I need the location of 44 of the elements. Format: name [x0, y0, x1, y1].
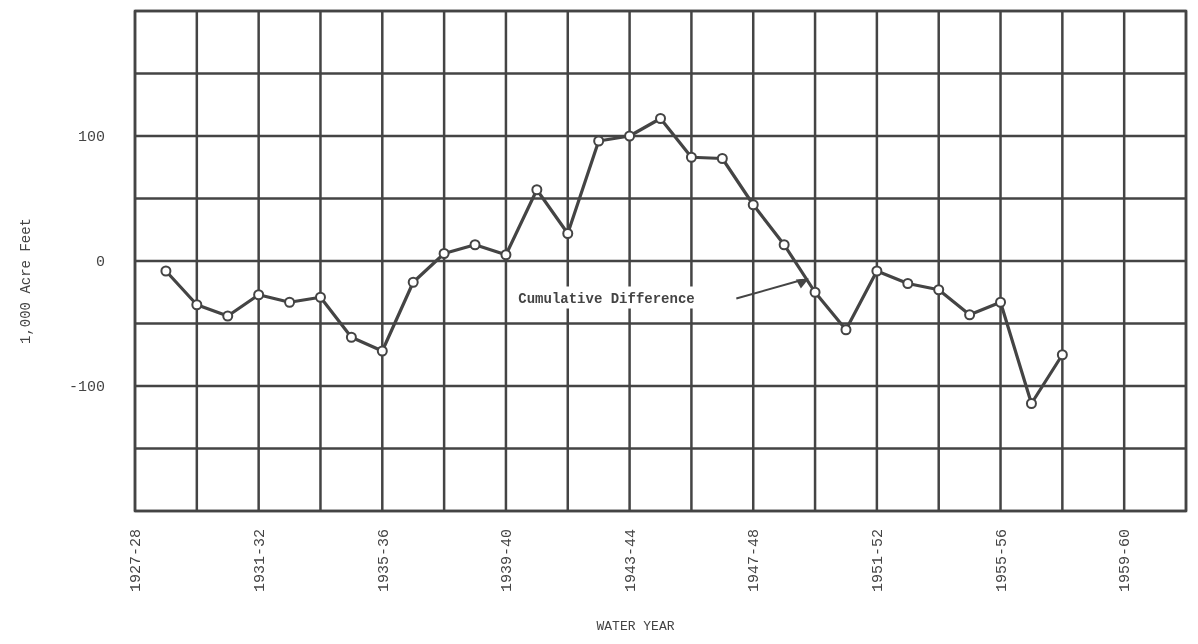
point — [253, 289, 265, 301]
point — [345, 331, 357, 343]
point — [964, 309, 976, 321]
point — [438, 248, 450, 259]
point — [933, 284, 945, 296]
point — [160, 265, 172, 277]
point — [1025, 398, 1037, 409]
point — [655, 113, 666, 124]
point — [685, 151, 697, 163]
point — [778, 239, 790, 251]
point — [500, 249, 512, 261]
x-tick-label: 1927-28 — [128, 529, 146, 593]
x-tick-label: 1955-56 — [993, 529, 1011, 593]
point — [562, 228, 574, 239]
point — [407, 276, 419, 288]
x-tick-label: 1951-52 — [870, 529, 888, 593]
point — [191, 299, 203, 311]
point — [531, 184, 543, 196]
point — [284, 296, 296, 308]
annotation: Cumulative Difference — [518, 291, 695, 308]
point — [871, 265, 883, 277]
x-tick-label: 1939-40 — [499, 529, 517, 593]
point — [469, 239, 481, 251]
point — [747, 199, 759, 211]
point — [222, 310, 234, 322]
point — [902, 278, 914, 289]
x-axis-title: WATER YEAR — [596, 619, 675, 634]
x-tick-label: 1947-48 — [746, 529, 764, 593]
y-tick-label: 0 — [95, 254, 105, 272]
x-tick-label: 1959-60 — [1117, 529, 1135, 593]
point — [1056, 349, 1068, 361]
y-tick-label: -100 — [68, 379, 105, 397]
point — [716, 153, 728, 164]
y-tick-label: 100 — [77, 129, 105, 147]
point — [840, 324, 852, 336]
point — [314, 291, 326, 303]
y-axis-title: 1,000 Acre Feet — [18, 217, 34, 345]
point — [624, 130, 636, 142]
point — [995, 296, 1007, 308]
point — [376, 345, 388, 357]
x-tick-label: 1935-36 — [375, 529, 393, 593]
x-tick-label: 1943-44 — [622, 529, 640, 593]
point — [809, 286, 821, 298]
x-tick-label: 1931-32 — [251, 529, 269, 593]
